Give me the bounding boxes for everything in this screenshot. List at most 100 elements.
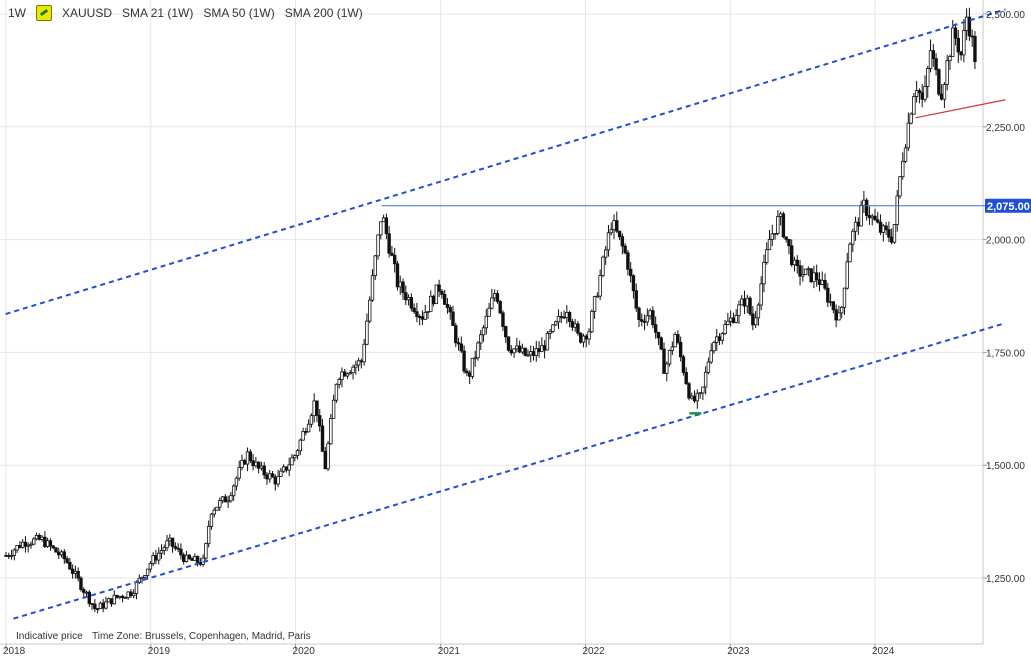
candle-body xyxy=(318,415,322,427)
candle-body xyxy=(268,473,272,480)
candle-body xyxy=(703,371,708,388)
candle-body xyxy=(437,284,441,292)
chart-header: 1W XAUUSD SMA 21 (1W) SMA 50 (1W) SMA 20… xyxy=(8,5,363,21)
candle-body xyxy=(76,570,80,579)
candle-body xyxy=(548,330,552,334)
candle-body xyxy=(837,312,841,321)
candle-body xyxy=(534,348,538,356)
candle-body xyxy=(334,383,339,401)
candle-body xyxy=(753,317,758,326)
indicator-sma200[interactable]: SMA 200 (1W) xyxy=(284,6,363,20)
candle-body xyxy=(848,243,852,263)
candle-body xyxy=(853,221,858,232)
candle-body xyxy=(448,307,452,313)
symbol-label[interactable]: XAUUSD xyxy=(62,6,113,20)
candle-body xyxy=(173,546,178,549)
candle-body xyxy=(420,316,425,320)
candle-body xyxy=(895,195,899,225)
indicator-sma50[interactable]: SMA 50 (1W) xyxy=(203,6,275,20)
candle-body xyxy=(709,350,713,363)
candle-body xyxy=(504,326,508,338)
candle-body xyxy=(45,540,50,547)
candle-body xyxy=(892,224,897,243)
candle-body xyxy=(973,35,977,62)
y-axis-labels: 1,250.00 1,500.00 1,750.00 2,000.00 2,250.00… xyxy=(983,10,1025,585)
indicator-sma21[interactable]: SMA 21 (1W) xyxy=(122,6,194,20)
price-level-tag-bg xyxy=(985,198,1031,213)
candle-body xyxy=(73,570,78,574)
candle-body xyxy=(329,418,333,445)
candle-body xyxy=(151,555,155,564)
x-tick-label: 2022 xyxy=(582,646,605,657)
candle-body xyxy=(445,304,450,308)
candle-body xyxy=(515,345,519,350)
candle-body xyxy=(306,423,311,433)
timezone-note: Time Zone: Brussels, Copenhagen, Madrid,… xyxy=(92,631,311,642)
candle-body xyxy=(373,255,377,277)
candle-body xyxy=(404,292,408,301)
candle-body xyxy=(490,297,494,309)
candle-body xyxy=(884,225,888,231)
candle-body xyxy=(581,335,586,343)
candle-body xyxy=(698,392,702,395)
candle-body xyxy=(587,331,591,340)
candle-body xyxy=(798,265,802,277)
candle-body xyxy=(132,593,136,596)
candle-body xyxy=(898,176,902,197)
candle-body xyxy=(928,50,933,69)
candle-body xyxy=(831,301,836,311)
candle-body xyxy=(415,311,419,317)
candle-body xyxy=(792,259,797,266)
candle-body xyxy=(531,351,536,356)
candle-body xyxy=(251,460,255,467)
candle-body xyxy=(179,548,183,556)
timeframe-label[interactable]: 1W xyxy=(8,6,26,20)
candle-body xyxy=(365,320,369,345)
candle-body xyxy=(742,298,747,307)
candle-body xyxy=(715,336,719,343)
candle-body xyxy=(256,461,261,469)
candle-body xyxy=(390,252,394,256)
candle-body xyxy=(312,400,316,417)
candle-body xyxy=(579,332,583,343)
candle-body xyxy=(851,230,855,245)
candle-body xyxy=(12,549,17,556)
candle-body xyxy=(109,598,114,605)
candle-body xyxy=(665,363,669,374)
candle-body xyxy=(626,252,630,270)
candle-body xyxy=(248,451,253,462)
candle-body xyxy=(454,325,458,344)
candle-body xyxy=(681,356,686,373)
candle-body xyxy=(276,476,280,485)
candle-body xyxy=(637,307,641,321)
candle-body xyxy=(640,319,644,322)
candle-body xyxy=(523,347,527,356)
price-level-tag: 2,075.00 xyxy=(985,198,1031,213)
candle-body xyxy=(781,213,786,238)
candle-body xyxy=(881,225,886,233)
candle-body xyxy=(295,450,300,456)
candle-body xyxy=(337,379,341,385)
candle-body xyxy=(970,35,974,38)
candle-body xyxy=(517,345,522,353)
candle-body xyxy=(262,465,266,476)
candle-body xyxy=(123,597,128,599)
candle-body xyxy=(631,275,636,292)
candle-body xyxy=(834,309,838,321)
candle-body xyxy=(26,544,30,547)
candle-body xyxy=(920,92,924,100)
candle-body xyxy=(409,297,414,309)
candle-body xyxy=(651,310,655,326)
y-tick-label: 1,500.00 xyxy=(986,461,1025,472)
candle-body xyxy=(951,27,955,57)
candle-body xyxy=(90,603,94,605)
candle-body xyxy=(270,473,275,478)
candle-body xyxy=(609,229,613,234)
candle-body xyxy=(34,534,39,540)
candle-body xyxy=(828,301,833,304)
candle-body xyxy=(939,93,944,100)
candle-body xyxy=(839,306,844,314)
candle-body xyxy=(551,324,555,332)
candle-body xyxy=(584,335,588,340)
